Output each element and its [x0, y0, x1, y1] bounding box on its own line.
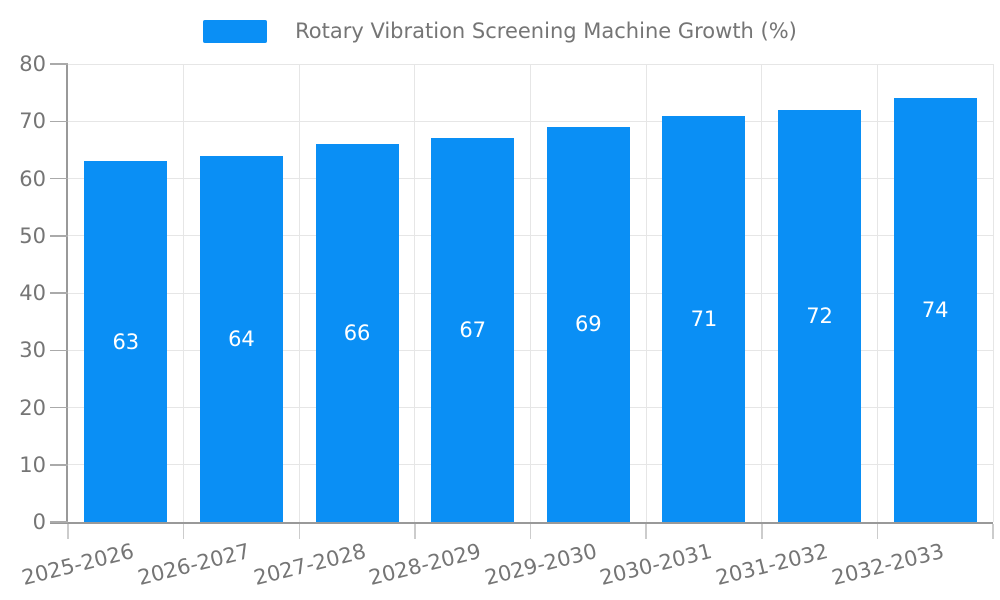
gridline-v: [761, 64, 763, 522]
y-axis-tick: [50, 63, 68, 65]
gridline-v: [298, 64, 300, 522]
y-axis-line: [66, 64, 68, 524]
y-axis-tick: [50, 120, 68, 122]
gridline-v: [876, 64, 878, 522]
x-tick-label: 2030-2031: [597, 539, 715, 590]
y-axis-tick: [50, 349, 68, 351]
bar-2025-2026[interactable]: [84, 161, 168, 522]
gridline-v: [414, 64, 416, 522]
y-tick-label: 30: [19, 338, 46, 363]
x-tick-label: 2031-2032: [713, 539, 831, 590]
x-axis-tick: [67, 524, 69, 539]
gridline-v: [183, 64, 185, 522]
x-tick-label: 2032-2033: [829, 539, 946, 590]
gridline-v: [645, 64, 647, 522]
legend-label: Rotary Vibration Screening Machine Growt…: [295, 19, 797, 43]
bar-2032-2033[interactable]: [893, 98, 977, 522]
y-axis-tick: [50, 292, 68, 294]
bar-2031-2032[interactable]: [778, 109, 862, 522]
legend-item[interactable]: Rotary Vibration Screening Machine Growt…: [0, 19, 1000, 43]
y-tick-label: 20: [19, 395, 46, 420]
x-axis-tick: [761, 524, 763, 539]
x-axis-tick: [529, 524, 532, 539]
y-axis-tick: [50, 177, 68, 180]
y-tick-label: 0: [32, 510, 46, 534]
bar-2028-2029[interactable]: [431, 138, 515, 522]
y-axis-tick: [50, 464, 68, 466]
gridline-v: [530, 64, 531, 522]
x-tick-label: 2026-2027: [135, 539, 253, 590]
y-axis-tick: [50, 406, 68, 409]
legend-swatch[interactable]: [203, 19, 268, 43]
x-axis-tick: [992, 524, 994, 539]
y-tick-label: 50: [19, 223, 46, 248]
y-tick-label: 10: [19, 452, 46, 477]
y-axis-tick: [50, 521, 68, 523]
y-tick-label: 70: [19, 109, 46, 134]
x-tick-label: 2028-2029: [366, 539, 484, 590]
x-axis-tick: [876, 524, 879, 539]
x-axis-tick: [182, 524, 185, 539]
x-axis-line: [50, 522, 993, 524]
gridline-v: [992, 64, 994, 522]
y-tick-label: 80: [19, 52, 46, 76]
y-axis-tick: [50, 235, 68, 237]
x-tick-label: 2027-2028: [250, 539, 368, 590]
x-axis-tick: [298, 524, 300, 539]
x-tick-label: 2029-2030: [482, 539, 600, 590]
y-tick-label: 60: [19, 166, 46, 191]
x-tick-label: 2025-2026: [19, 539, 137, 590]
bar-2027-2028[interactable]: [315, 144, 399, 522]
bar-2030-2031[interactable]: [662, 115, 746, 522]
bar-2029-2030[interactable]: [546, 126, 630, 522]
x-axis-tick: [645, 524, 647, 539]
bar-2026-2027[interactable]: [199, 155, 283, 522]
x-axis-tick: [414, 524, 416, 539]
y-tick-label: 40: [19, 281, 46, 305]
